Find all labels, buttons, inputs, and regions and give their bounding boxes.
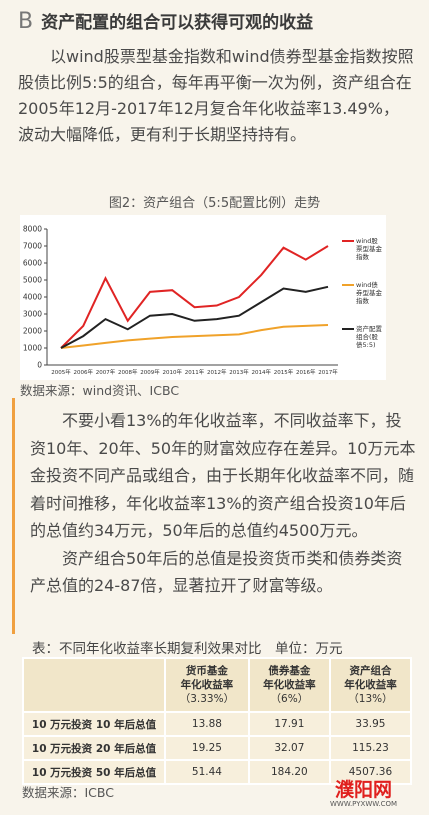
x-tick-label: 2012年 (207, 368, 227, 376)
figure-caption: 图2：资产组合（5:5配置比例）走势 (108, 196, 321, 211)
header-line: 货币基金 (185, 665, 228, 677)
header-line: （6%） (270, 693, 309, 705)
table-cell: 32.07 (247, 735, 331, 761)
x-tick-label: 2013年 (229, 368, 249, 376)
heading-marker: B (18, 9, 34, 34)
accent-bar (12, 398, 15, 634)
y-tick-label: 2000 (23, 327, 42, 336)
table-cell: 10 万元投资 20 年后总值 (22, 735, 166, 761)
header-line: 年化收益率 (344, 679, 397, 691)
x-tick-label: 2006年 (74, 368, 94, 376)
table-cell: 货币基金年化收益率 （3.33%） (164, 657, 250, 713)
y-tick-label: 6000 (23, 259, 42, 268)
x-tick-label: 2014年 (252, 368, 272, 376)
legend-label: 资产配置组合(股债5:5) (356, 325, 382, 349)
header-row: 货币基金年化收益率 （3.33%） 债券基金年化收益率 （6%） 资产组合年化收益率 （1… (22, 657, 413, 713)
x-tick-label: 2017年 (318, 368, 338, 376)
table-row: 10 万元投资 50 年后总值 51.44 184.20 4507.36 (22, 759, 413, 785)
legend-label: wind债券型基金指数 (356, 281, 382, 305)
series-line (60, 285, 329, 349)
y-tick-label: 4000 (23, 293, 42, 302)
chart-container: 0 1000 2000 3000 4000 5000 6000 7000 8000 2005年 20… (20, 215, 386, 380)
x-tick-label: 2016年 (296, 368, 316, 376)
y-tick-label: 7000 (23, 242, 42, 251)
figure-source: 数据来源：wind资讯、ICBC (20, 383, 180, 398)
y-tick-label: 8000 (23, 225, 42, 234)
table-cell: 115.23 (328, 735, 413, 761)
table-row: 10 万元投资 20 年后总值 19.25 32.07 115.23 (22, 735, 413, 761)
table-cell: 33.95 (328, 711, 413, 737)
header-line: 资产组合 (349, 665, 392, 677)
y-tick-label: 3000 (23, 310, 42, 319)
table-title: 表：不同年化收益率长期复利效果对比 单位：万元 (32, 641, 343, 657)
x-tick-label: 2010年 (163, 368, 183, 376)
x-tick-label: 2007年 (96, 368, 116, 376)
table-cell: 10 万元投资 10 年后总值 (22, 711, 166, 737)
watermark: 濮阳网 WWW.PYXWW.COM (330, 780, 397, 808)
table-cell: 资产组合年化收益率 （13%） (328, 657, 413, 713)
series-line (60, 245, 329, 349)
series-line (60, 324, 329, 349)
table-cell: 19.25 (164, 735, 250, 761)
watermark-url: WWW.PYXWW.COM (330, 800, 398, 808)
table-cell: 51.44 (164, 759, 250, 785)
table-row: 10 万元投资 10 年后总值 13.88 17.91 33.95 (22, 711, 413, 737)
paragraph: 资产组合50年后的总值是投资货币类和债券类资产总值的24-87倍，显著拉开了财富… (30, 548, 403, 596)
header-line: 债券基金 (268, 665, 311, 677)
table-cell: 债券基金年化收益率 （6%） (247, 657, 331, 713)
table-cell: 184.20 (247, 759, 331, 785)
table-cell: 13.88 (164, 711, 250, 737)
x-tick-label: 2005年 (51, 368, 71, 376)
x-tick-label: 2008年 (118, 368, 138, 376)
heading-title: 资产配置的组合可以获得可观的收益 (41, 13, 314, 33)
header-line: 年化收益率 (180, 679, 234, 691)
table-cell (22, 657, 166, 713)
y-tick-label: 5000 (23, 276, 42, 285)
x-tick-label: 2009年 (140, 368, 160, 376)
table-cell: 17.91 (247, 711, 331, 737)
heading: B 资产配置的组合可以获得可观的收益 (18, 8, 313, 34)
header-line: （13%） (348, 693, 393, 705)
header-line: 年化收益率 (263, 679, 316, 691)
paragraph: 不要小看13%的年化收益率，不同收益率下，投资10年、20年、50年的财富效应存… (30, 411, 416, 540)
header-line: （3.33%） (179, 693, 235, 705)
table-source: 数据来源：ICBC (22, 785, 114, 800)
table-cell: 4507.36 (328, 759, 413, 785)
x-tick-label: 2011年 (185, 368, 205, 376)
legend-label: wind股票型基金指数 (356, 237, 382, 261)
watermark-name: 濮阳网 (335, 779, 393, 801)
paragraph: 以wind股票型基金指数和wind债券型基金指数按照股债比例5:5的组合，每年再… (18, 47, 414, 144)
table: 货币基金年化收益率 （3.33%） 债券基金年化收益率 （6%） 资产组合年化收益率 （1… (22, 657, 413, 785)
x-tick-label: 2015年 (274, 368, 294, 376)
y-tick-label: 0 (37, 361, 42, 370)
y-tick-label: 1000 (23, 344, 42, 353)
table-cell: 10 万元投资 50 年后总值 (22, 759, 166, 785)
